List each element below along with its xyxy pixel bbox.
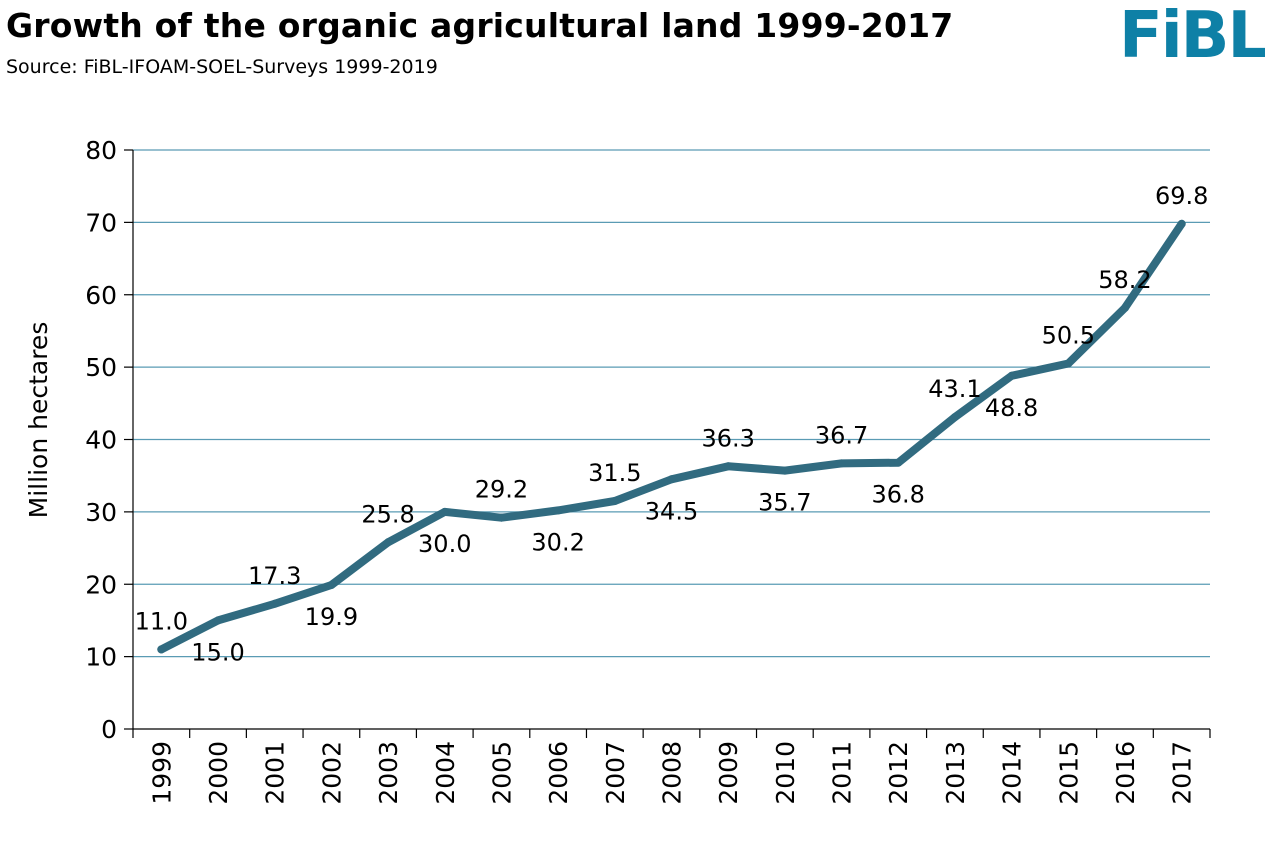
axes: [124, 149, 1211, 738]
data-point: [667, 475, 676, 484]
data-point: [1177, 219, 1186, 228]
data-point: [384, 538, 393, 547]
data-point: [610, 497, 619, 506]
y-tick-label: 60: [85, 281, 117, 310]
x-tick-label: 2010: [771, 741, 800, 805]
data-point: [1120, 303, 1129, 312]
data-point: [1007, 371, 1016, 380]
data-point: [157, 645, 166, 654]
data-label: 35.7: [758, 489, 811, 517]
data-label: 25.8: [361, 500, 414, 528]
data-label: 31.5: [588, 459, 641, 487]
x-tick-label: 2014: [998, 741, 1027, 805]
data-label: 43.1: [928, 375, 981, 403]
data-label: 29.2: [475, 476, 528, 504]
data-label: 69.8: [1155, 182, 1208, 210]
series-line: [157, 219, 1186, 654]
x-tick-label: 2004: [431, 741, 460, 805]
x-tick-label: 2002: [317, 741, 346, 805]
x-tick-label: 2005: [487, 741, 516, 805]
data-point: [327, 580, 336, 589]
y-tick-label: 80: [85, 136, 117, 165]
data-label: 36.8: [872, 481, 925, 509]
x-tick-label: 2012: [884, 741, 913, 805]
data-point: [497, 513, 506, 522]
data-point: [554, 506, 563, 515]
y-tick-labels: 0 10 20 30 40 50 60 70 80: [85, 136, 117, 744]
y-tick-label: 40: [85, 426, 117, 455]
data-point: [440, 507, 449, 516]
x-tick-label: 2011: [828, 741, 857, 805]
y-tick-label: 50: [85, 353, 117, 382]
x-tick-label: 2003: [374, 741, 403, 805]
data-label: 30.0: [418, 530, 471, 558]
y-tick-label: 30: [85, 498, 117, 527]
y-axis-label: Million hectares: [24, 322, 53, 519]
data-label: 17.3: [248, 562, 301, 590]
data-labels: 11.015.0 17.319.9 25.830.029.230.2 31.534.5…: [135, 182, 1209, 667]
data-point: [837, 459, 846, 468]
y-tick-label: 20: [85, 570, 117, 599]
y-tick-label: 10: [85, 643, 117, 672]
data-label: 58.2: [1098, 266, 1151, 294]
data-point: [214, 616, 223, 625]
x-tick-label: 1999: [147, 741, 176, 805]
data-point: [950, 413, 959, 422]
chart-title: Growth of the organic agricultural land …: [6, 6, 954, 45]
data-label: 36.7: [815, 421, 868, 449]
data-point: [724, 462, 733, 471]
x-tick-label: 2009: [714, 741, 743, 805]
series: [157, 219, 1186, 654]
x-tick-label: 2016: [1111, 741, 1140, 805]
fibl-logo: FiBL: [1119, 0, 1265, 73]
x-tick-label: 2007: [601, 741, 630, 805]
y-tick-label: 70: [85, 208, 117, 237]
x-tick-label: 2001: [261, 741, 290, 805]
x-tick-label: 2013: [941, 741, 970, 805]
data-label: 34.5: [645, 497, 698, 525]
x-tick-label: 2017: [1168, 741, 1197, 805]
data-point: [270, 599, 279, 608]
data-point: [780, 466, 789, 475]
chart-source: Source: FiBL-IFOAM-SOEL-Surveys 1999-201…: [6, 56, 438, 78]
data-label: 50.5: [1042, 322, 1095, 350]
data-label: 36.3: [701, 424, 754, 452]
grid-lines: [133, 149, 1210, 658]
data-point: [894, 458, 903, 467]
x-tick-labels: 1999 2000 2001 2002 2003 2004 2005 2006 2007 2008…: [147, 741, 1196, 805]
data-label: 48.8: [985, 394, 1038, 422]
data-label: 19.9: [305, 603, 358, 631]
data-label: 15.0: [191, 638, 244, 666]
y-tick-label: 0: [101, 715, 117, 744]
data-label: 11.0: [135, 607, 188, 635]
x-tick-label: 2008: [658, 741, 687, 805]
data-label: 30.2: [531, 528, 584, 556]
data-point: [1064, 359, 1073, 368]
x-tick-label: 2015: [1054, 741, 1083, 805]
x-tick-label: 2006: [544, 741, 573, 805]
x-tick-label: 2000: [204, 741, 233, 805]
